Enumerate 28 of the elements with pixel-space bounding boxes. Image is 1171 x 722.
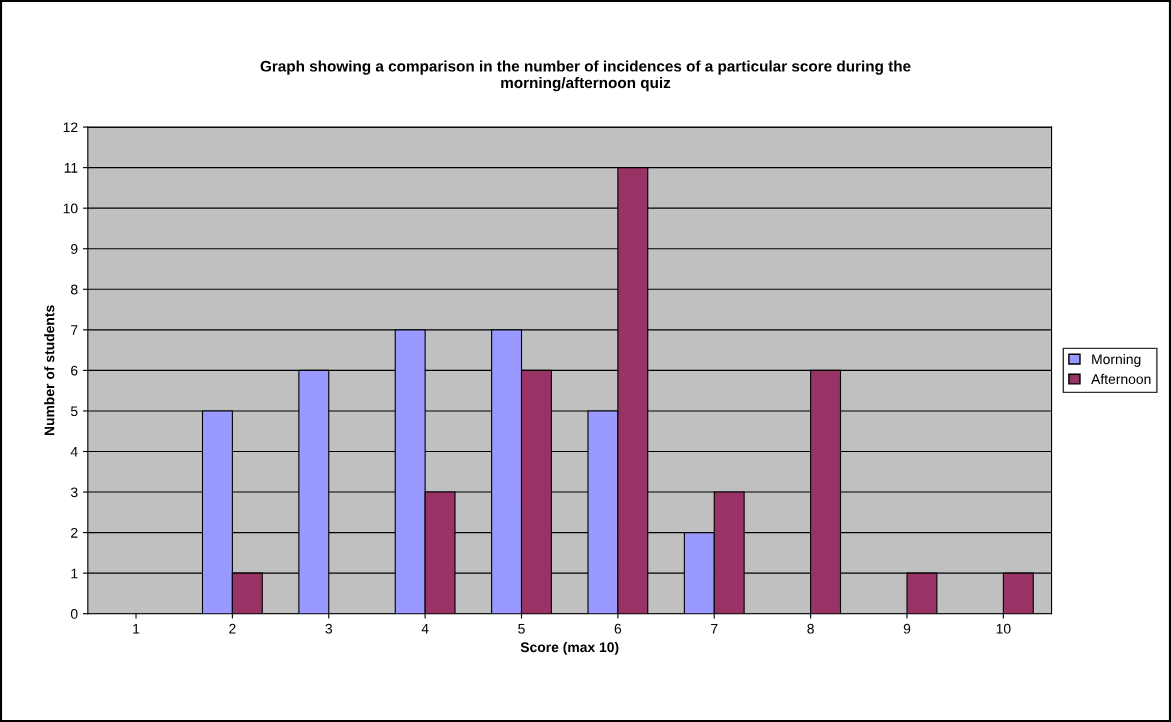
x-tick-label: 3 <box>325 623 333 634</box>
y-tick-label: 10 <box>63 203 78 214</box>
x-tick-label: 9 <box>903 623 911 634</box>
y-tick-label: 2 <box>71 527 78 538</box>
chart-title: Graph showing a comparison in the number of incidences of a particular score during the morning/afternoon quiz <box>260 60 911 92</box>
y-tick-label: 11 <box>64 163 78 173</box>
y-tick-label: 12 <box>63 122 78 133</box>
x-tick-label: 8 <box>807 623 814 634</box>
legend-label: Morning <box>1092 353 1141 367</box>
y-tick-label: 8 <box>70 284 78 295</box>
y-tick-label: 1 <box>71 568 78 579</box>
x-tick-label: 4 <box>421 623 429 634</box>
x-tick-label: 1 <box>133 623 140 634</box>
y-axis-title: Number of students <box>44 305 55 436</box>
y-tick-label: 6 <box>71 365 78 376</box>
y-tick-label: 9 <box>71 244 78 254</box>
x-axis-title: Score (max 10) <box>520 641 619 655</box>
x-tick-label: 10 <box>996 623 1011 634</box>
y-tick-label: 7 <box>71 325 78 335</box>
y-tick-label: 4 <box>70 446 78 457</box>
x-tick-label: 2 <box>229 623 236 634</box>
x-tick-label: 6 <box>614 623 622 634</box>
legend-label: Afternoon <box>1091 373 1151 385</box>
x-tick-label: 7 <box>711 623 718 634</box>
y-tick-label: 3 <box>70 487 78 498</box>
x-tick-label: 5 <box>518 623 525 634</box>
y-tick-label: 5 <box>70 406 78 417</box>
y-tick-label: 0 <box>70 609 78 619</box>
